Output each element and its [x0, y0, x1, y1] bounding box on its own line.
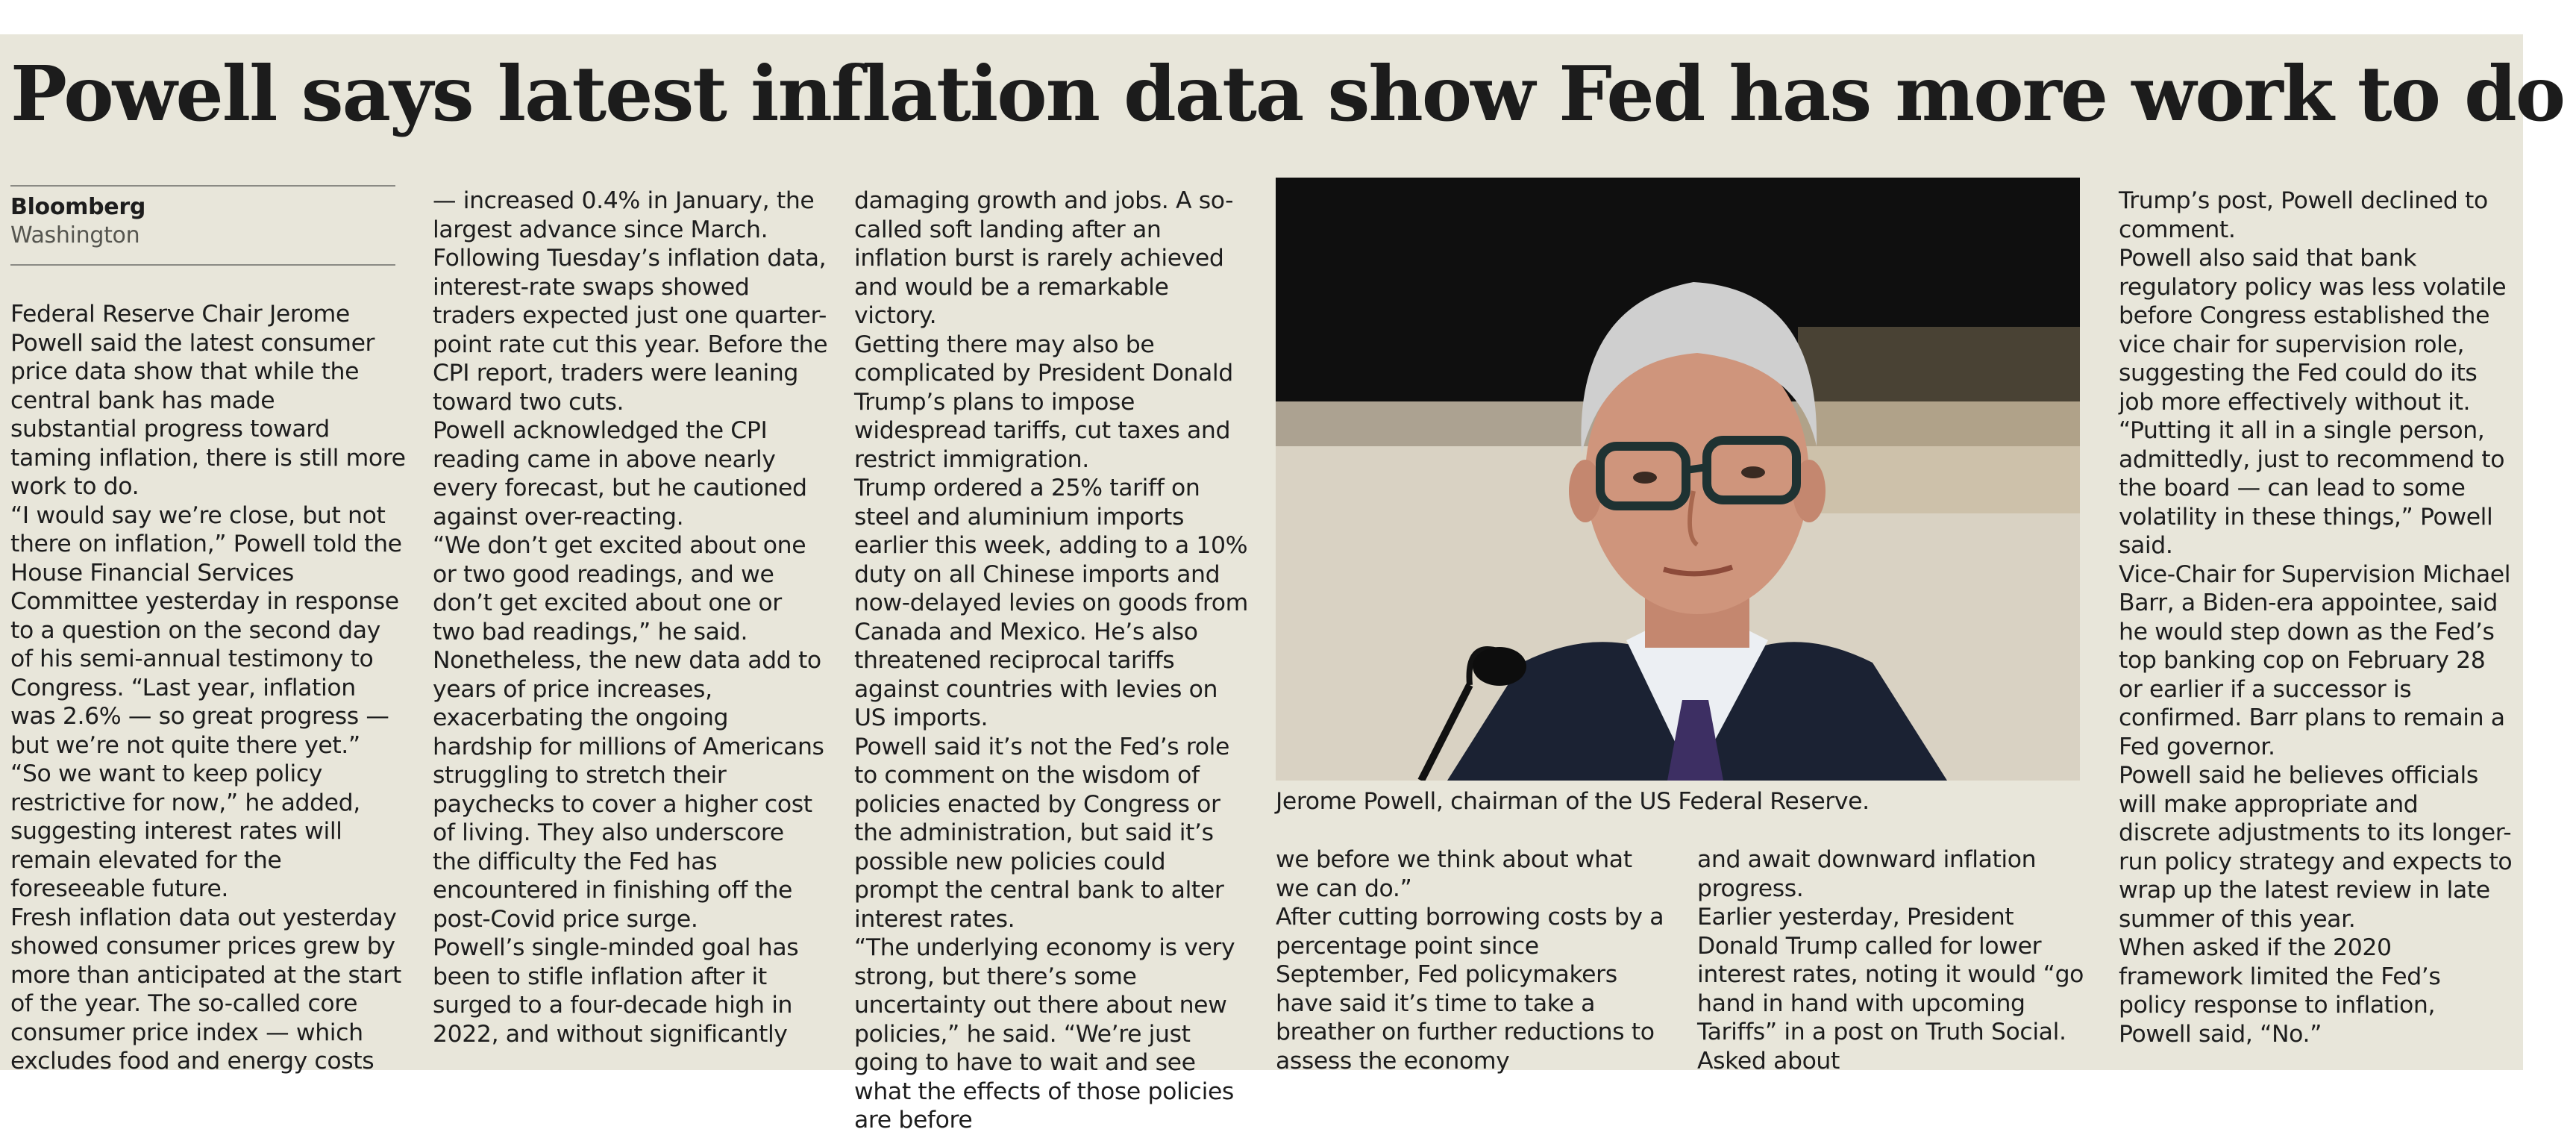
- paragraph: and await downward inflation progress.: [1697, 846, 2037, 902]
- paragraph: Powell acknowledged the CPI reading came…: [433, 417, 807, 531]
- paragraph: Powell said he believes officials will m…: [2119, 762, 2513, 933]
- byline-organization: Bloomberg: [10, 194, 146, 220]
- paragraph: Powell’s single-minded goal has been to …: [433, 934, 799, 1048]
- photo-caption: Jerome Powell, chairman of the US Federa…: [1276, 788, 1870, 815]
- text-column-1: Federal Reserve Chair Jerome Powell said…: [10, 300, 406, 1076]
- paragraph: Fresh inflation data out yesterday showe…: [10, 904, 401, 1075]
- paragraph: Federal Reserve Chair Jerome Powell said…: [10, 301, 406, 500]
- paragraph: Trump ordered a 25% tariff on steel and …: [854, 475, 1248, 731]
- paragraph: Powell also said that bank regulatory po…: [2119, 245, 2507, 416]
- paragraph: Trump’s post, Powell declined to comment…: [2119, 187, 2488, 243]
- article-panel: [0, 34, 2523, 1070]
- text-column-2: — increased 0.4% in January, the largest…: [433, 187, 828, 1048]
- paragraph: “So we want to keep policy restrictive f…: [10, 760, 360, 902]
- photo-jerome-powell: [1276, 178, 2080, 781]
- text-column-5: and await downward inflation progress. E…: [1697, 845, 2093, 1075]
- paragraph: Vice-Chair for Supervision Michael Barr,…: [2119, 560, 2511, 760]
- paragraph: Earlier yesterday, President Donald Trum…: [1697, 904, 2084, 1075]
- text-column-4: we before we think about what we can do.…: [1276, 845, 1671, 1075]
- paragraph: we before we think about what we can do.…: [1276, 846, 1632, 902]
- paragraph: Nonetheless, the new data add to years o…: [433, 647, 824, 933]
- text-column-3: damaging growth and jobs. A so-called so…: [854, 187, 1250, 1135]
- paragraph: When asked if the 2020 framework limited…: [2119, 934, 2441, 1048]
- headline: Powell says latest inflation data show F…: [10, 49, 2566, 138]
- paragraph: “We don’t get excited about one or two g…: [433, 532, 806, 645]
- paragraph: — increased 0.4% in January, the largest…: [433, 187, 828, 416]
- byline-rule-top: [10, 185, 395, 187]
- paragraph: “I would say we’re close, but not there …: [10, 501, 402, 759]
- paragraph: Powell said it’s not the Fed’s role to c…: [854, 733, 1229, 933]
- paragraph: “The underlying economy is very strong, …: [854, 934, 1235, 1134]
- paragraph: After cutting borrowing costs by a perce…: [1276, 904, 1664, 1075]
- byline-location: Washington: [10, 222, 140, 248]
- text-column-6: Trump’s post, Powell declined to comment…: [2119, 187, 2514, 1048]
- paragraph: Getting there may also be complicated by…: [854, 331, 1233, 473]
- paragraph: “Putting it all in a single person, admi…: [2119, 417, 2505, 559]
- byline-rule-bottom: [10, 264, 395, 266]
- paragraph: damaging growth and jobs. A so-called so…: [854, 187, 1234, 329]
